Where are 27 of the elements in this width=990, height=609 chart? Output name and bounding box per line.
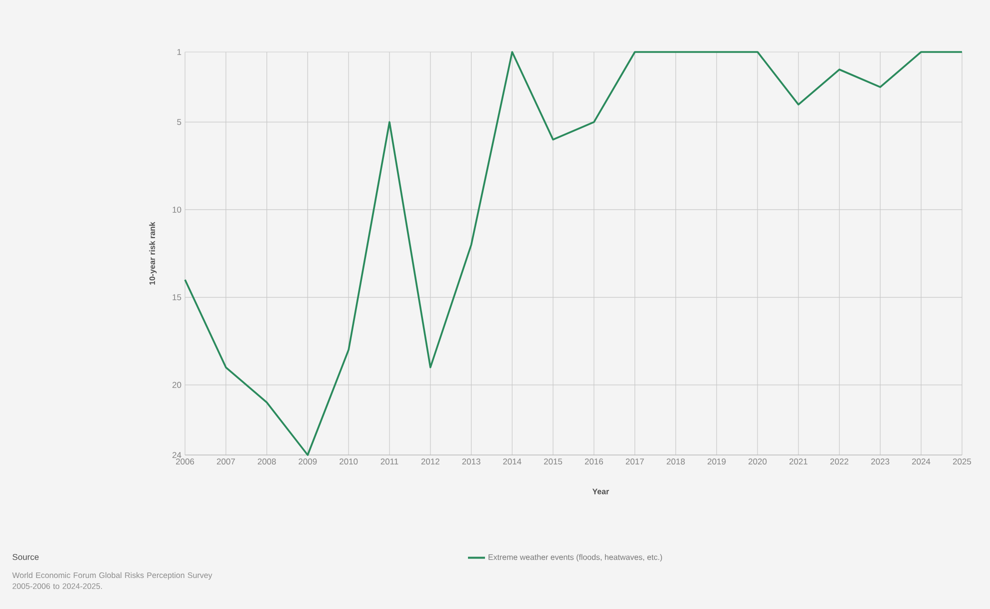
- x-tick-label: 2011: [380, 458, 398, 464]
- x-tick-label: 2017: [626, 458, 644, 464]
- x-tick-label: 2023: [871, 458, 890, 464]
- x-tick-label: 2014: [503, 458, 522, 464]
- y-tick-label: 10: [172, 206, 182, 213]
- y-tick-label: 24: [172, 452, 182, 458]
- text: Source: [12, 554, 39, 560]
- x-tick-label: 2025: [953, 458, 972, 464]
- y-tick-label: 15: [172, 294, 182, 300]
- x-tick-label: 2013: [462, 458, 480, 464]
- x-tick-label: 2024: [912, 458, 930, 464]
- y-tick-label: 5: [177, 119, 182, 126]
- x-tick-label: 2008: [258, 458, 276, 464]
- x-tick-label: 2022: [830, 458, 848, 464]
- x-tick-label: 2020: [748, 458, 767, 464]
- x-tick-label: 2018: [666, 458, 685, 464]
- y-tick-label: 1: [177, 49, 182, 55]
- x-tick-label: 2006: [176, 458, 194, 464]
- x-tick-label: 2021: [789, 458, 808, 464]
- x-tick-label: 2015: [544, 458, 562, 464]
- x-tick-label: 2009: [298, 458, 317, 464]
- x-tick-label: 2007: [216, 458, 235, 464]
- x-tick-label: 2010: [340, 458, 358, 464]
- y-tick-label: 20: [172, 382, 182, 388]
- x-tick-label: 2012: [421, 458, 440, 464]
- x-tick-label: 2019: [708, 458, 726, 464]
- x-tick-label: 2016: [584, 458, 604, 464]
